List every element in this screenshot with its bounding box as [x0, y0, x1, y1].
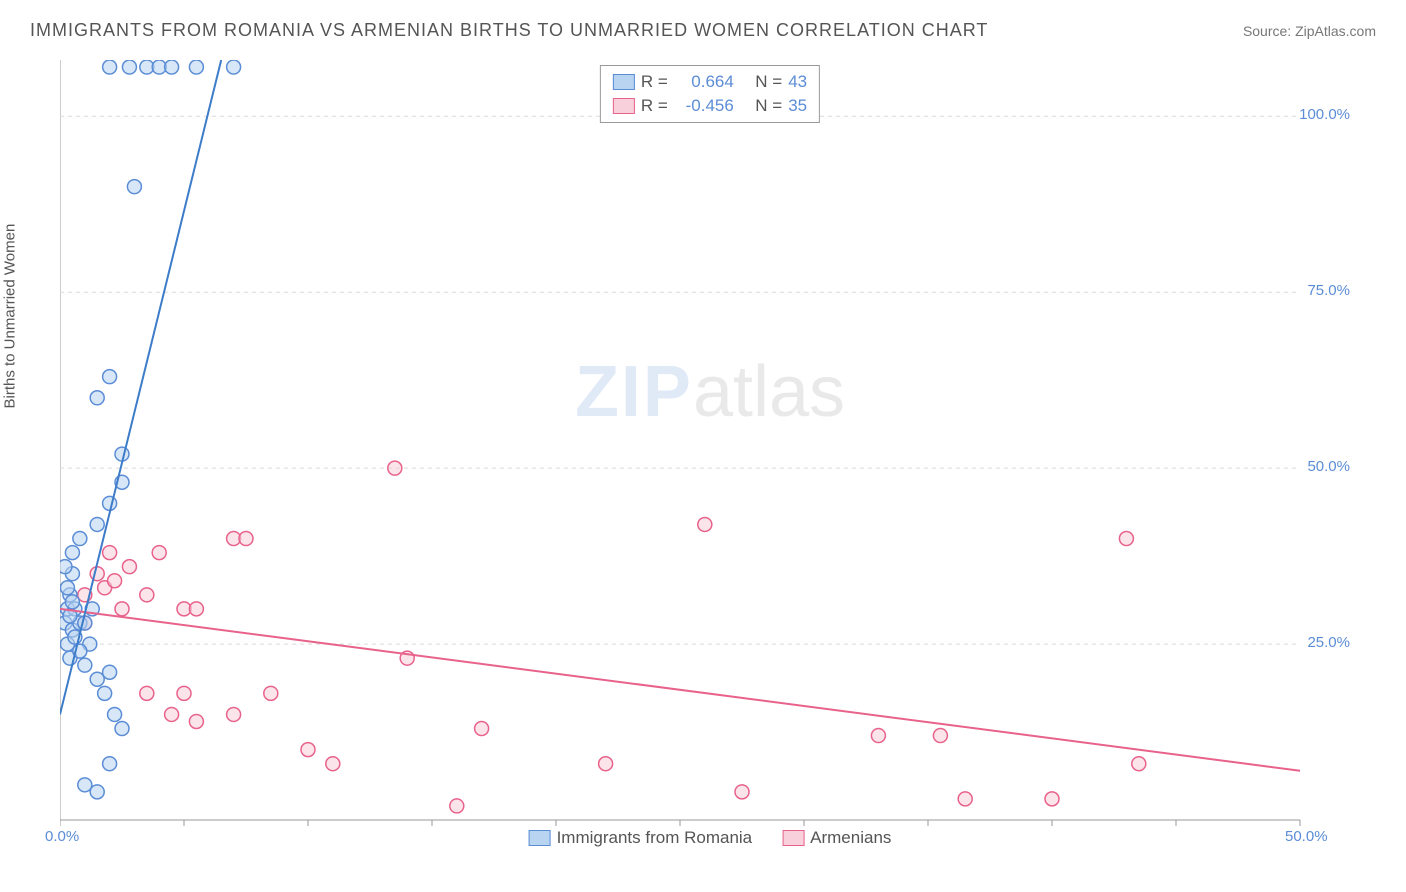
swatch-romania	[613, 74, 635, 90]
legend-item-romania: Immigrants from Romania	[529, 828, 753, 848]
r-label: R =	[641, 72, 668, 92]
chart-title: IMMIGRANTS FROM ROMANIA VS ARMENIAN BIRT…	[30, 20, 988, 41]
y-tick-label: 25.0%	[1307, 634, 1350, 651]
chart-area: ZIPatlas R = 0.664 N = 43 R = -0.456 N =…	[60, 60, 1360, 850]
legend-row-armenians: R = -0.456 N = 35	[613, 94, 807, 118]
x-tick-label: 50.0%	[1285, 828, 1328, 845]
y-axis-label: Births to Unmarried Women	[2, 224, 19, 409]
y-tick-label: 75.0%	[1307, 282, 1350, 299]
legend-series: Immigrants from Romania Armenians	[529, 828, 892, 848]
scatter-plot	[60, 60, 1360, 850]
x-tick-label: 0.0%	[45, 828, 79, 845]
legend-correlation: R = 0.664 N = 43 R = -0.456 N = 35	[600, 65, 820, 123]
r-value-armenians: -0.456	[674, 96, 734, 116]
y-tick-label: 50.0%	[1307, 458, 1350, 475]
legend-item-armenians: Armenians	[782, 828, 891, 848]
swatch-romania	[529, 830, 551, 846]
r-value-romania: 0.664	[674, 72, 734, 92]
y-tick-label: 100.0%	[1299, 106, 1350, 123]
legend-row-romania: R = 0.664 N = 43	[613, 70, 807, 94]
n-label: N =	[755, 96, 782, 116]
swatch-armenians	[782, 830, 804, 846]
legend-label-romania: Immigrants from Romania	[557, 828, 753, 848]
source-label: Source: ZipAtlas.com	[1243, 23, 1376, 39]
swatch-armenians	[613, 98, 635, 114]
n-value-romania: 43	[788, 72, 807, 92]
legend-label-armenians: Armenians	[810, 828, 891, 848]
n-label: N =	[755, 72, 782, 92]
r-label: R =	[641, 96, 668, 116]
n-value-armenians: 35	[788, 96, 807, 116]
